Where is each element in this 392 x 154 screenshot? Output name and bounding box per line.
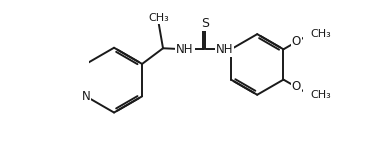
Text: NH: NH — [176, 43, 194, 56]
Text: CH₃: CH₃ — [311, 90, 332, 100]
Text: CH₃: CH₃ — [311, 29, 332, 39]
Text: N: N — [82, 90, 91, 103]
Text: O: O — [292, 80, 301, 93]
Text: S: S — [201, 17, 209, 30]
Text: CH₃: CH₃ — [149, 13, 169, 23]
Text: NH: NH — [216, 43, 234, 56]
Text: O: O — [292, 35, 301, 49]
